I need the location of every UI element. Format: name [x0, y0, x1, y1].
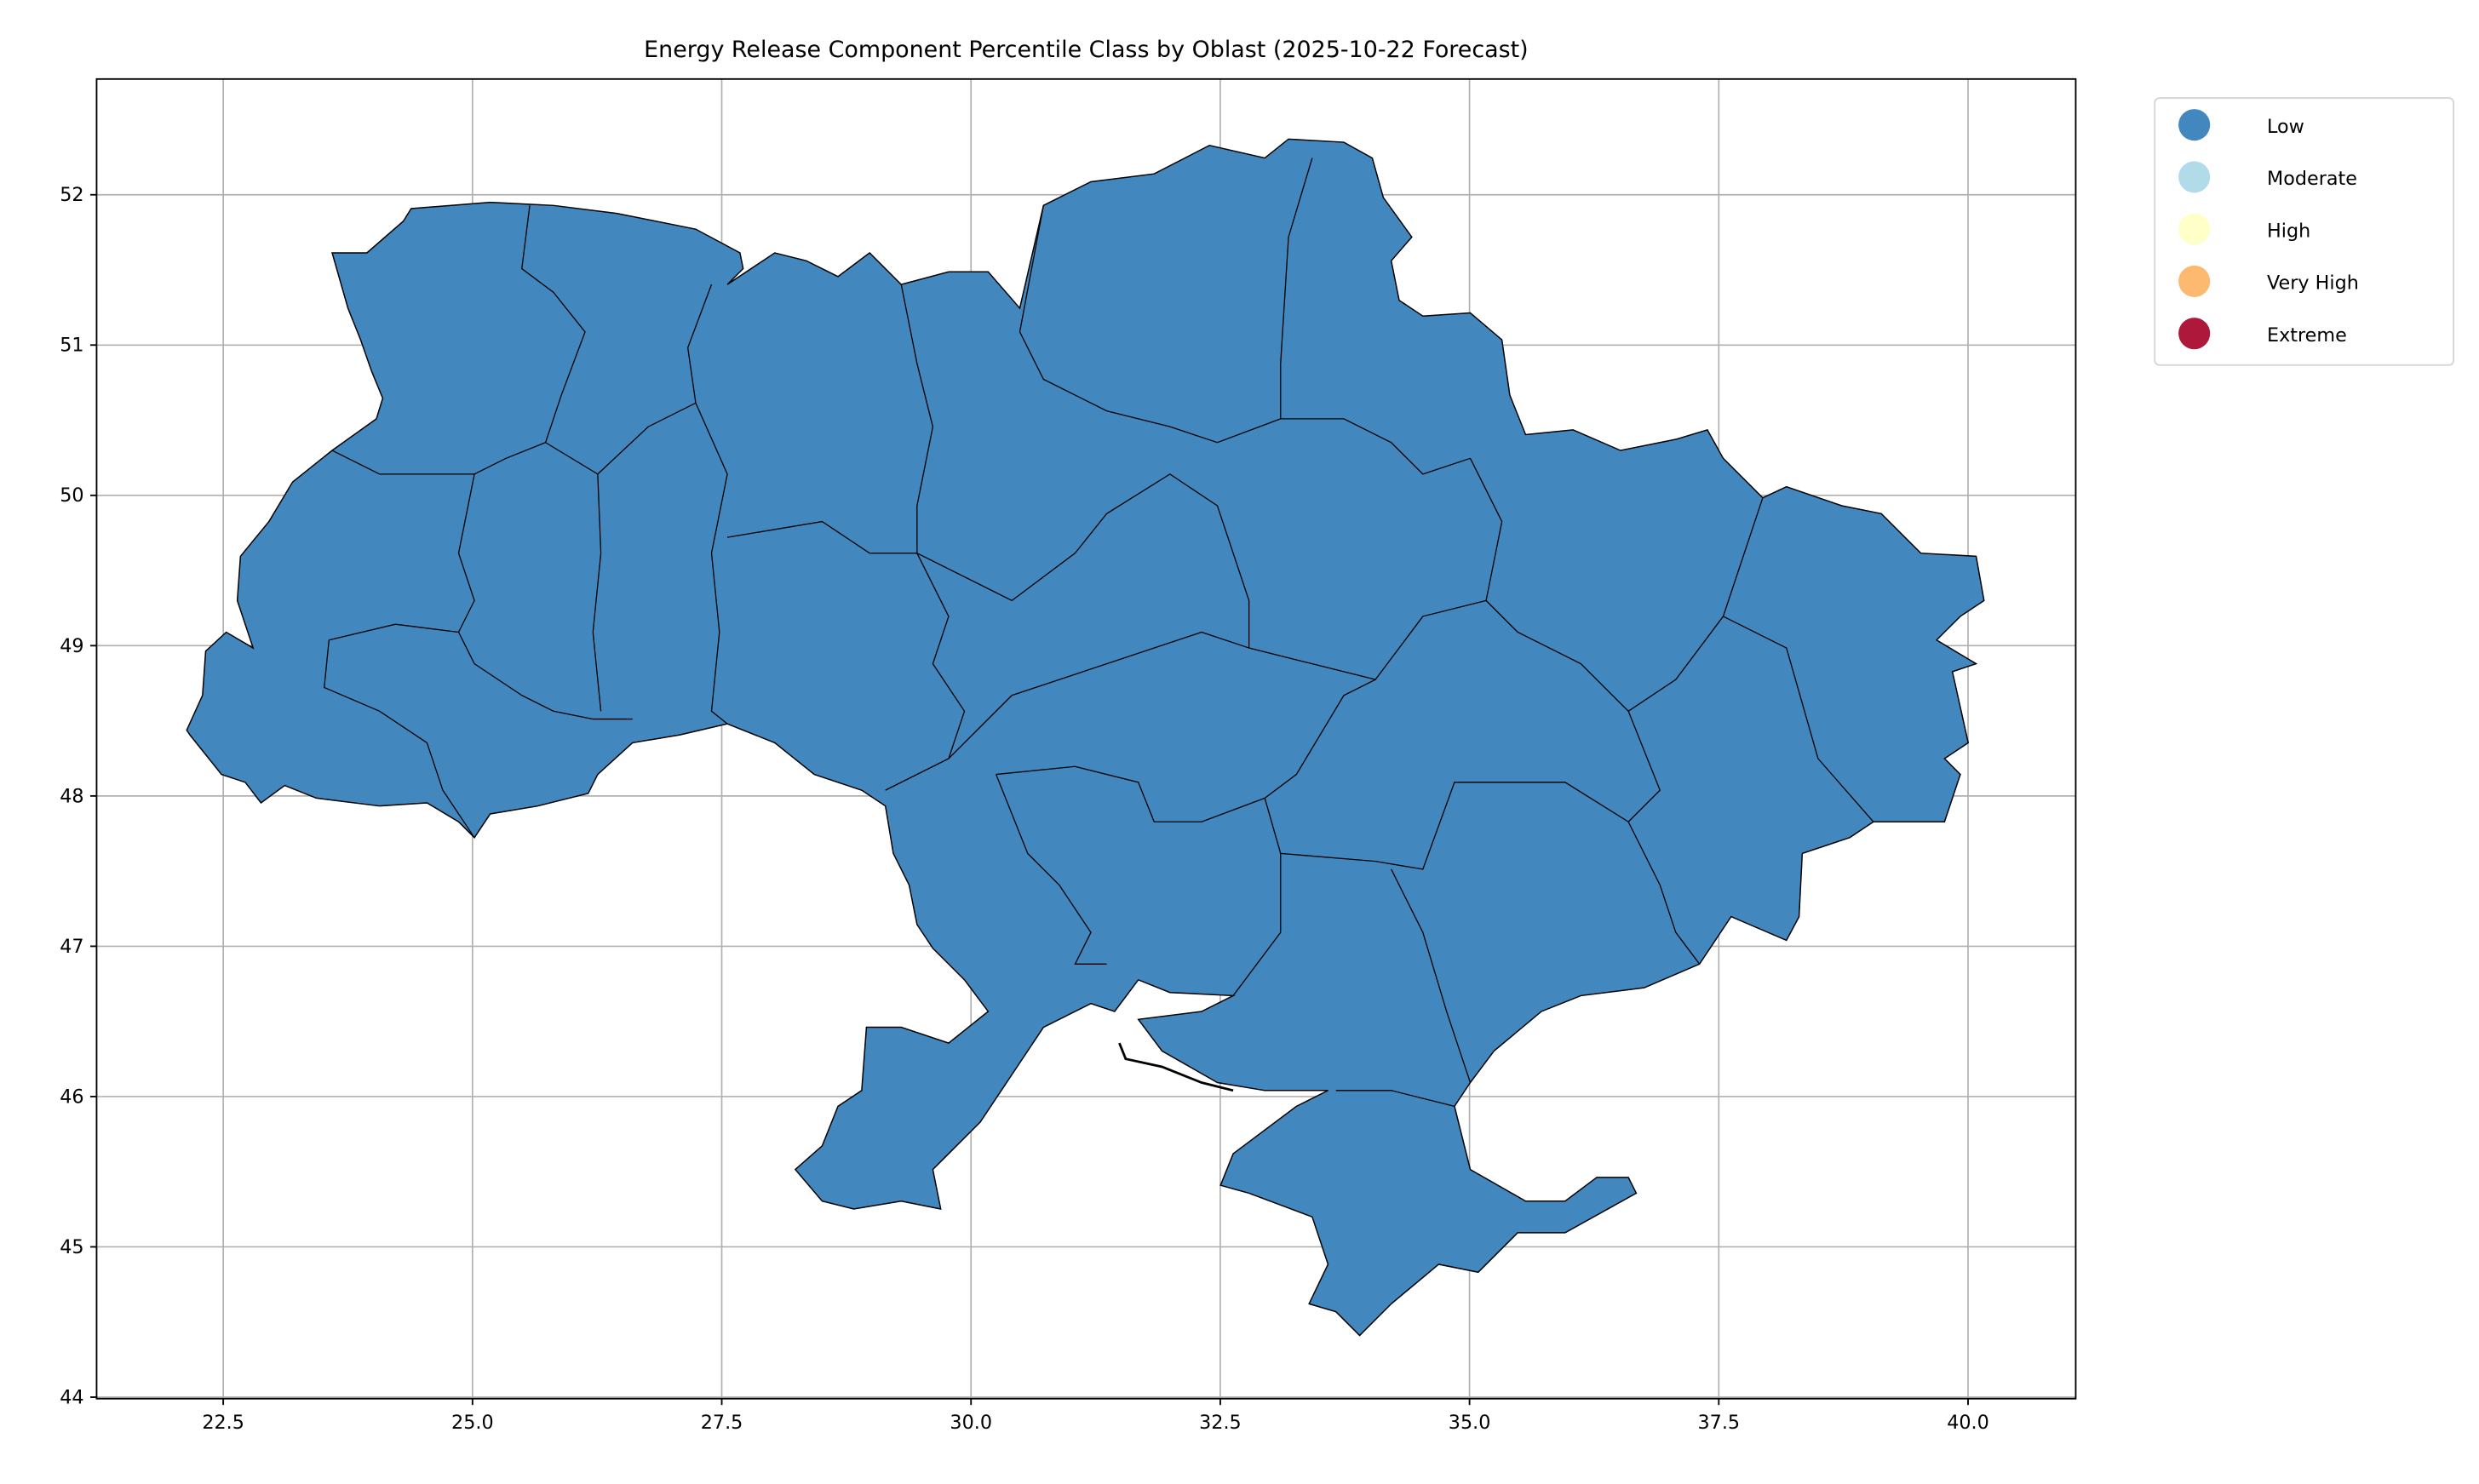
legend-label: Extreme [2267, 324, 2347, 347]
x-tick-label: 22.5 [202, 1412, 244, 1434]
y-tick-label: 45 [60, 1236, 83, 1258]
y-tick-label: 50 [60, 484, 83, 507]
legend-item-extreme: Extreme [2178, 318, 2347, 350]
oblast-border [996, 679, 1376, 822]
oblast-border [1723, 616, 1874, 822]
chart-title: Energy Release Component Percentile Clas… [644, 37, 1529, 63]
y-tick-label: 48 [60, 785, 83, 807]
oblast-border [1232, 853, 1282, 996]
oblast-border [331, 205, 586, 475]
oblast-border [948, 599, 1487, 759]
x-tick-label: 32.5 [1199, 1412, 1242, 1434]
legend-box [2154, 97, 2455, 366]
legend-item-low: Low [2178, 109, 2304, 141]
oblast-border [726, 520, 917, 554]
legend-item-high: High [2178, 213, 2310, 245]
legend-label: Moderate [2267, 168, 2357, 190]
axes-frame [95, 77, 2077, 1400]
legend-marker [2178, 318, 2211, 350]
oblast-border [687, 284, 713, 404]
oblast-border [885, 284, 966, 791]
oblast-border [1335, 1090, 1455, 1107]
x-tick-label: 27.5 [701, 1412, 743, 1434]
oblast-border [329, 623, 459, 641]
legend-item-very-high: Very High [2178, 265, 2359, 297]
legend-marker [2178, 265, 2211, 297]
legend-label: Low [2267, 116, 2304, 138]
y-tick-label: 47 [60, 936, 83, 958]
map-regions [186, 138, 1985, 1337]
x-tick-label: 30.0 [950, 1412, 992, 1434]
coastal-spit [1118, 1042, 1234, 1092]
oblast-border [1391, 868, 1472, 1083]
oblast-border [597, 402, 728, 725]
legend-marker [2178, 161, 2211, 193]
legend-item-moderate: Moderate [2178, 161, 2357, 193]
x-tick-label: 40.0 [1947, 1412, 1989, 1434]
oblast-border [1627, 711, 1701, 965]
oblast-border [996, 774, 1107, 965]
x-tick-label: 25.0 [451, 1412, 494, 1434]
y-tick-label: 44 [60, 1386, 83, 1408]
y-tick-label: 46 [60, 1086, 83, 1108]
legend-label: Very High [2267, 272, 2359, 295]
oblast-border [324, 639, 475, 839]
oblast-border [1469, 458, 1764, 713]
y-tick-label: 52 [60, 184, 83, 206]
x-axis: 22.5 25.0 27.5 30.0 32.5 35.0 37.5 40.0 [202, 1398, 1989, 1434]
x-tick-label: 35.0 [1449, 1412, 1491, 1434]
oblast-border [1019, 158, 1313, 444]
legend-marker [2178, 213, 2211, 245]
legend: Low Moderate High Very High Extreme [2154, 97, 2455, 366]
oblast-border [1280, 418, 1471, 475]
oblast-border [545, 442, 602, 712]
legend-marker [2178, 109, 2211, 141]
y-axis: 44 45 46 47 48 49 50 51 52 [60, 184, 97, 1408]
x-tick-label: 37.5 [1698, 1412, 1741, 1434]
y-tick-label: 49 [60, 635, 83, 657]
oblast-border [916, 473, 1250, 649]
y-tick-label: 51 [60, 335, 83, 357]
legend-label: High [2267, 220, 2310, 242]
oblast-border [457, 473, 633, 720]
